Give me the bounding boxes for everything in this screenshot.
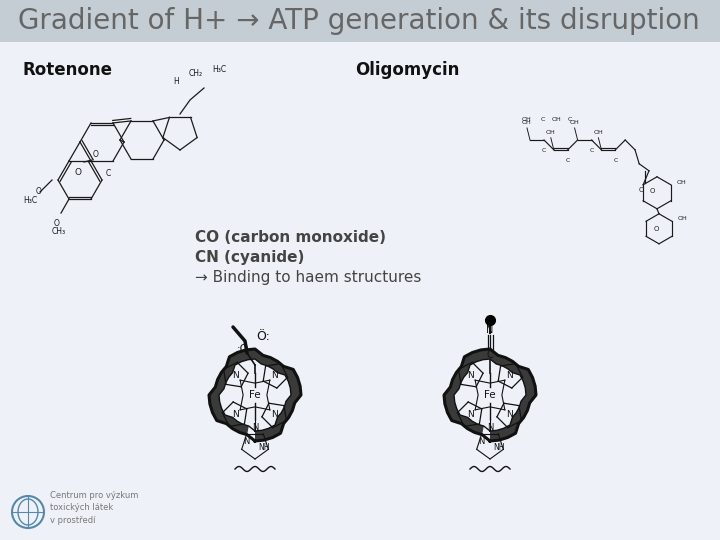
Text: O: O [639, 187, 644, 193]
Text: CH₂: CH₂ [189, 69, 203, 78]
Text: OH: OH [593, 130, 603, 135]
Text: O: O [649, 188, 654, 194]
Text: H₃C: H₃C [23, 196, 37, 205]
Text: Gradient of H+ → ATP generation & its disruption: Gradient of H+ → ATP generation & its di… [18, 7, 700, 35]
Text: OH: OH [521, 117, 531, 122]
Text: O: O [36, 187, 42, 197]
Text: C: C [541, 117, 545, 122]
Text: :O: :O [237, 344, 249, 354]
Text: C: C [590, 148, 594, 153]
Text: → Binding to haem structures: → Binding to haem structures [195, 270, 421, 285]
Text: Rotenone: Rotenone [22, 61, 112, 79]
Text: N: N [232, 370, 238, 380]
Text: O: O [54, 219, 60, 228]
Text: Oligomycin: Oligomycin [355, 61, 459, 79]
Text: OH: OH [551, 117, 561, 122]
Text: N: N [506, 410, 513, 419]
Text: C: C [613, 158, 618, 163]
Polygon shape [209, 349, 301, 441]
Text: N: N [243, 436, 249, 446]
Text: O: O [74, 168, 81, 177]
Text: OH: OH [677, 180, 687, 185]
Text: C: C [542, 148, 546, 153]
Text: CO (carbon monoxide): CO (carbon monoxide) [195, 230, 386, 245]
Text: Ö:: Ö: [256, 330, 270, 343]
Text: N: N [487, 422, 493, 431]
Text: CH₃: CH₃ [52, 227, 66, 236]
Text: OH: OH [546, 130, 556, 135]
Text: N: N [271, 410, 278, 419]
Text: OH: OH [522, 120, 532, 125]
Text: C: C [568, 117, 572, 122]
Text: C: C [106, 169, 112, 178]
Text: N: N [506, 370, 513, 380]
Text: O: O [653, 226, 659, 232]
Text: O: O [93, 150, 99, 159]
Text: H₃C: H₃C [212, 65, 226, 74]
Text: Centrum pro výzkum
toxických látek
v prostředí: Centrum pro výzkum toxických látek v pro… [50, 491, 138, 525]
Text: N: N [467, 410, 474, 419]
FancyBboxPatch shape [0, 0, 720, 42]
Text: N: N [252, 422, 258, 431]
Text: Fe: Fe [249, 390, 261, 400]
Text: N: N [271, 370, 278, 380]
Text: :: : [487, 316, 492, 330]
Text: NH: NH [493, 442, 505, 451]
Text: C: C [566, 158, 570, 163]
Polygon shape [444, 349, 536, 441]
Text: NH: NH [258, 442, 270, 451]
Text: Fe: Fe [484, 390, 496, 400]
Text: N: N [478, 436, 484, 446]
Text: CN (cyanide): CN (cyanide) [195, 250, 305, 265]
Text: N: N [232, 410, 238, 419]
Text: OH: OH [678, 217, 688, 221]
Text: C: C [487, 350, 493, 360]
Text: H: H [173, 77, 179, 86]
Text: N: N [486, 325, 494, 335]
Text: N: N [467, 370, 474, 380]
Text: OH: OH [570, 120, 580, 125]
